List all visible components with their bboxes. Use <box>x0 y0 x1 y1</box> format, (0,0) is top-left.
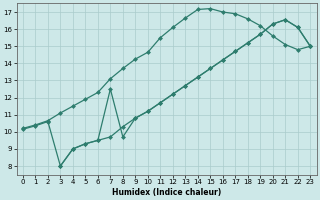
X-axis label: Humidex (Indice chaleur): Humidex (Indice chaleur) <box>112 188 221 197</box>
